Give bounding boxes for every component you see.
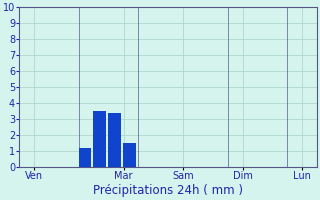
- Bar: [78, 148, 91, 167]
- Bar: [123, 143, 136, 167]
- Bar: [108, 113, 121, 167]
- Bar: [93, 111, 106, 167]
- X-axis label: Précipitations 24h ( mm ): Précipitations 24h ( mm ): [93, 184, 243, 197]
